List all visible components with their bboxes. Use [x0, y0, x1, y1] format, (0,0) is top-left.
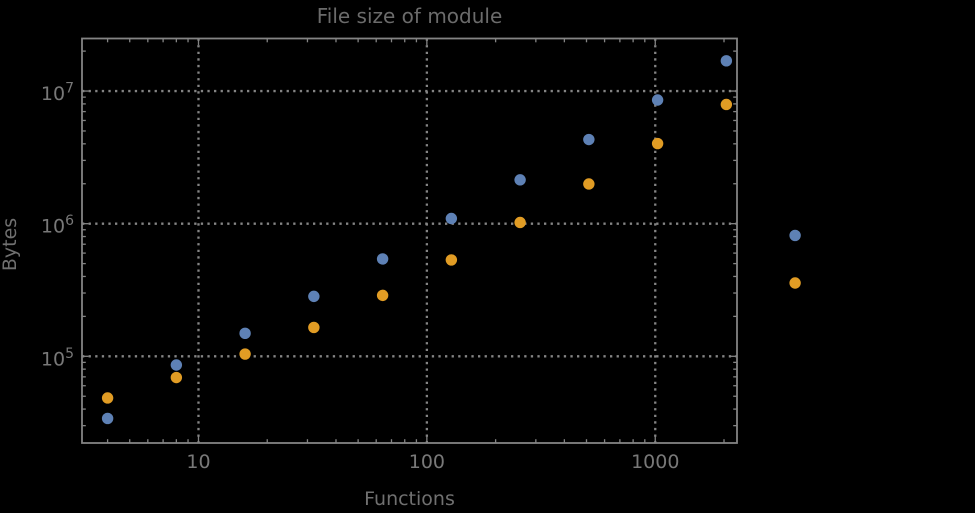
data-point: [101, 392, 114, 404]
data-point: [651, 137, 664, 150]
series-1-blue-points: [101, 55, 801, 425]
frame-border: [81, 37, 738, 444]
data-point: [376, 289, 389, 302]
data-point: [583, 133, 595, 146]
plot-frame: [81, 37, 738, 444]
data-point: [651, 94, 664, 106]
x-axis-label: Functions: [364, 488, 455, 510]
data-point: [170, 359, 183, 371]
data-point: [239, 348, 251, 360]
y-tick-label: 107: [41, 81, 74, 106]
data-point: [514, 216, 526, 229]
y-tick-label: 105: [41, 346, 74, 371]
data-point: [376, 253, 389, 265]
y-tick-label: 106: [41, 213, 74, 238]
data-point: [308, 321, 320, 334]
x-tick-labels: 10 100 1000: [186, 451, 679, 473]
data-points: [101, 55, 801, 425]
data-point: [101, 412, 114, 425]
data-point: [170, 371, 183, 384]
data-point: [583, 178, 595, 190]
y-axis-label: Bytes: [0, 218, 21, 271]
data-point: [239, 327, 251, 340]
data-point: [789, 277, 801, 289]
data-point: [720, 55, 733, 67]
x-tick-label: 10: [186, 451, 210, 473]
x-tick-label: 1000: [631, 451, 679, 473]
series-2-orange-points: [101, 98, 801, 404]
data-point: [445, 212, 458, 225]
x-tick-label: 100: [409, 451, 445, 473]
data-point: [720, 98, 733, 111]
y-tick-labels: 105 106 107: [41, 81, 74, 371]
data-point: [514, 174, 526, 186]
data-point: [445, 254, 458, 266]
data-point: [308, 290, 320, 303]
plot-title: File size of module: [317, 4, 503, 28]
gridlines: [82, 38, 737, 443]
data-point: [789, 229, 801, 242]
axis-ticks: [82, 38, 737, 443]
